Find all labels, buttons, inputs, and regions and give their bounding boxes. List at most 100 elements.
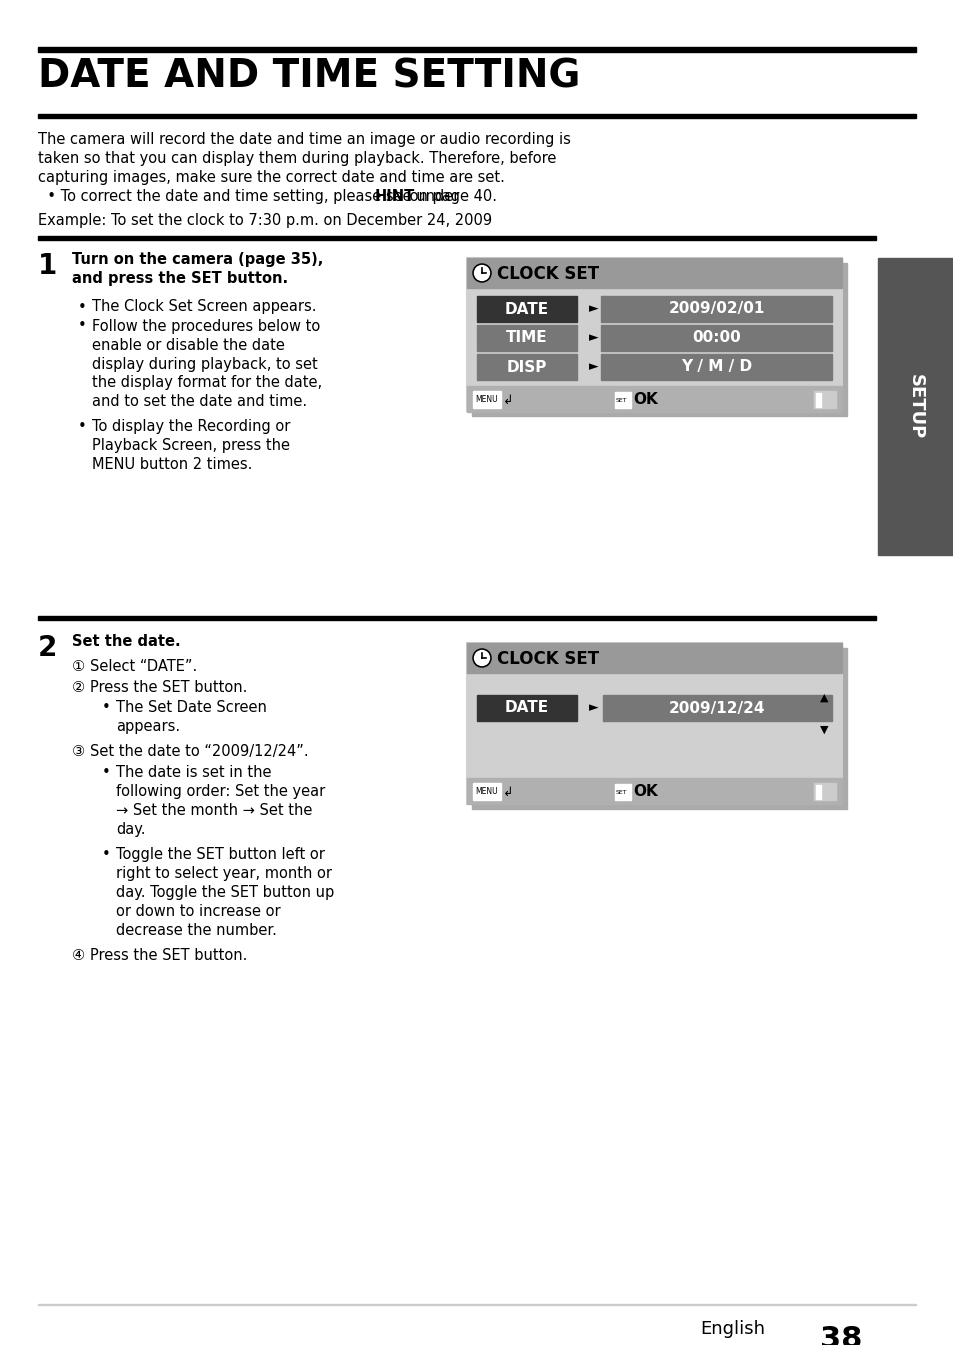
Text: on page 40.: on page 40. [405,190,497,204]
Text: • To correct the date and time setting, please see under: • To correct the date and time setting, … [38,190,463,204]
Bar [877,258,953,555]
Text: The Set Date Screen: The Set Date Screen [116,701,267,716]
Text: DATE AND TIME SETTING: DATE AND TIME SETTING [38,58,579,95]
Text: ①: ① [71,659,85,674]
Bar [615,391,630,408]
Bar [467,258,841,288]
Text: •: • [102,847,111,862]
Text: ▼: ▼ [819,725,827,734]
Text: enable or disable the date: enable or disable the date [91,338,285,352]
Text: the display format for the date,: the display format for the date, [91,375,322,390]
Text: ④: ④ [71,947,85,963]
Bar [476,325,577,351]
Bar [600,296,831,321]
Text: Press the SET button.: Press the SET button. [90,947,247,963]
Bar [476,354,577,381]
Text: ►: ► [588,702,598,714]
Bar [472,648,846,808]
Text: ③: ③ [71,744,85,759]
Bar [476,695,577,721]
Bar [813,391,835,408]
Bar [600,354,831,381]
Text: OK: OK [633,784,657,799]
Text: ►: ► [588,360,598,374]
Bar [476,296,577,321]
Text: taken so that you can display them during playback. Therefore, before: taken so that you can display them durin… [38,151,556,165]
Text: day.: day. [116,822,146,837]
Text: → Set the month → Set the: → Set the month → Set the [116,803,312,818]
Bar [467,258,841,412]
Text: Y / M / D: Y / M / D [680,359,751,374]
Bar [38,616,875,620]
Bar [815,393,821,408]
Text: 00:00: 00:00 [691,331,740,346]
Text: MENU: MENU [475,788,497,796]
Text: Set the date.: Set the date. [71,633,180,650]
Text: DATE: DATE [504,301,549,316]
Text: TIME: TIME [506,331,547,346]
Text: •: • [78,319,87,334]
Text: Set the date to “2009/12/24”.: Set the date to “2009/12/24”. [90,744,309,759]
Text: and press the SET button.: and press the SET button. [71,270,288,286]
Text: The Clock Set Screen appears.: The Clock Set Screen appears. [91,300,316,315]
Bar [467,643,841,672]
Text: 2009/02/01: 2009/02/01 [668,301,764,316]
Text: 1: 1 [38,252,57,280]
Bar [615,784,630,800]
Bar [467,386,841,412]
Text: •: • [102,765,111,780]
Text: SET: SET [616,398,627,402]
Text: SET: SET [616,790,627,795]
Bar [813,783,835,800]
Text: •: • [78,300,87,315]
Text: ▲: ▲ [819,693,827,703]
Text: English: English [700,1319,764,1338]
Text: SETUP: SETUP [906,374,924,438]
Text: 38: 38 [820,1325,862,1345]
Text: OK: OK [633,393,657,408]
Text: Playback Screen, press the: Playback Screen, press the [91,438,290,453]
Text: To display the Recording or: To display the Recording or [91,420,290,434]
Text: CLOCK SET: CLOCK SET [497,265,598,282]
Text: HINT: HINT [375,190,415,204]
Text: DISP: DISP [506,359,547,374]
Text: CLOCK SET: CLOCK SET [497,650,598,668]
Text: MENU button 2 times.: MENU button 2 times. [91,457,253,472]
Text: Select “DATE”.: Select “DATE”. [90,659,197,674]
Text: ►: ► [588,331,598,344]
Text: ②: ② [71,679,85,694]
Text: decrease the number.: decrease the number. [116,923,276,937]
Bar [38,47,915,52]
Text: Press the SET button.: Press the SET button. [90,679,247,694]
Text: ↲: ↲ [502,394,513,406]
Bar [602,695,831,721]
Text: and to set the date and time.: and to set the date and time. [91,394,307,409]
Text: ►: ► [588,303,598,316]
Text: Example: To set the clock to 7:30 p.m. on December 24, 2009: Example: To set the clock to 7:30 p.m. o… [38,213,492,229]
Text: Follow the procedures below to: Follow the procedures below to [91,319,320,334]
Bar [38,235,875,239]
Text: or down to increase or: or down to increase or [116,904,280,919]
Text: right to select year, month or: right to select year, month or [116,866,332,881]
Text: day. Toggle the SET button up: day. Toggle the SET button up [116,885,334,900]
Bar [467,777,841,804]
Bar [467,643,841,804]
Circle shape [473,650,491,667]
Bar [815,785,821,799]
Bar [600,325,831,351]
Text: The camera will record the date and time an image or audio recording is: The camera will record the date and time… [38,132,570,147]
Text: 2: 2 [38,633,57,662]
Text: DATE: DATE [504,701,549,716]
Text: The date is set in the: The date is set in the [116,765,272,780]
Text: capturing images, make sure the correct date and time are set.: capturing images, make sure the correct … [38,169,504,186]
Bar [38,114,915,118]
Text: MENU: MENU [475,395,497,405]
Text: Turn on the camera (page 35),: Turn on the camera (page 35), [71,252,323,268]
Text: Toggle the SET button left or: Toggle the SET button left or [116,847,325,862]
Text: •: • [78,420,87,434]
Bar [472,264,846,416]
Text: ↲: ↲ [502,785,513,799]
Text: 2009/12/24: 2009/12/24 [669,701,765,716]
Bar [473,391,500,408]
Text: •: • [102,701,111,716]
